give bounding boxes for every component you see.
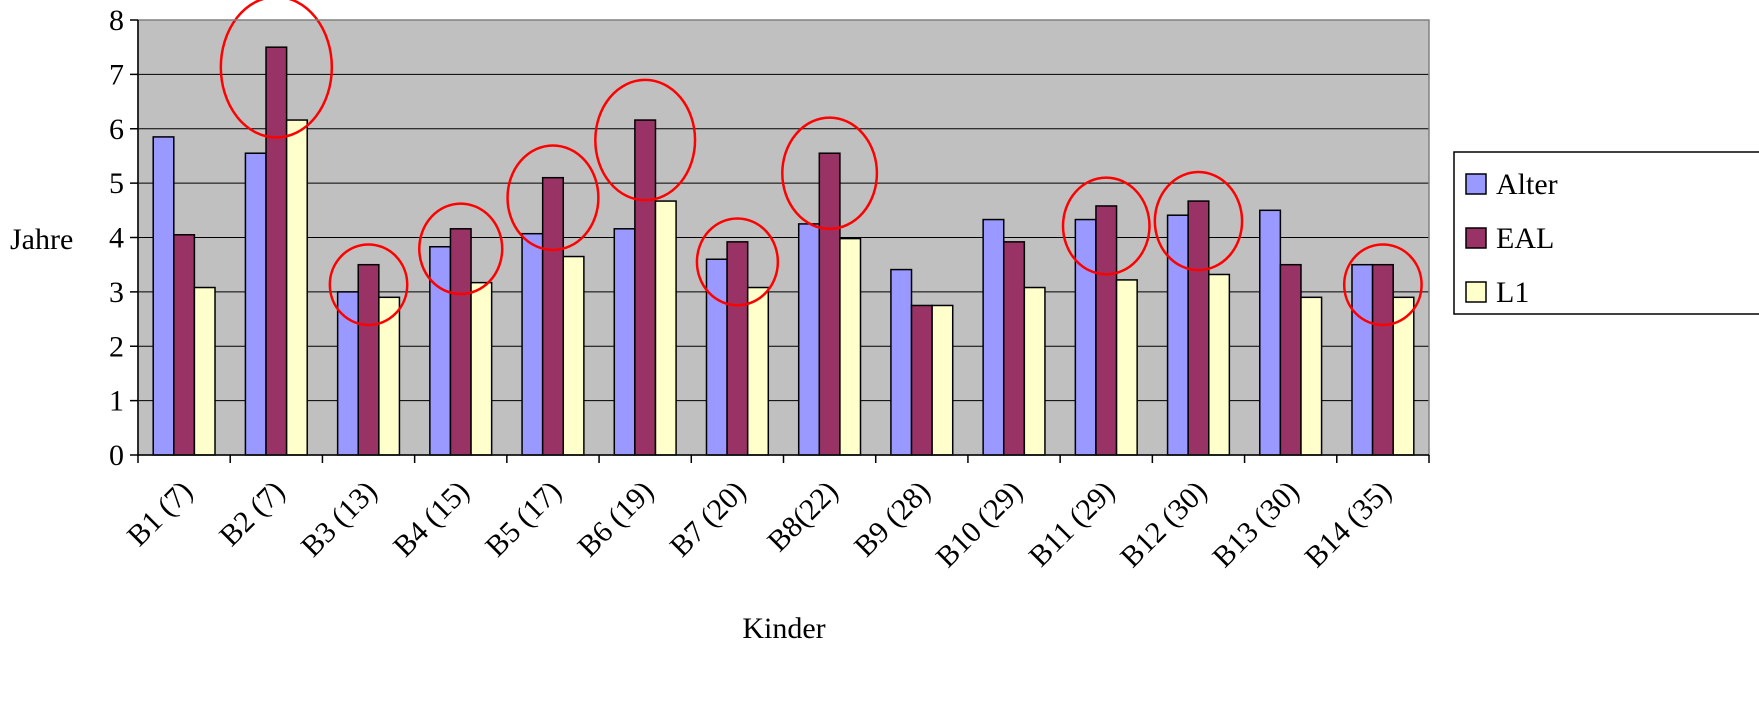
highlight-ellipse-11 (1061, 176, 1151, 276)
bar-eal-12 (1187, 200, 1210, 456)
bar-alter-2 (244, 152, 267, 456)
y-tick-label: 1 (109, 385, 124, 418)
x-tick-label: B3 (13) (295, 475, 384, 564)
bar-l1-1 (193, 286, 216, 456)
bar-eal-13 (1279, 263, 1302, 456)
bar-l1-12 (1208, 273, 1231, 456)
y-tick-label: 0 (109, 439, 124, 472)
y-tick-label: 5 (109, 167, 124, 200)
x-tick-label: B14 (35) (1298, 475, 1397, 574)
x-tick-label: B13 (30) (1206, 475, 1305, 574)
bar-l1-14 (1392, 296, 1415, 456)
y-tick-label: 6 (109, 113, 124, 146)
bar-eal-10 (1002, 241, 1026, 456)
bar-alter-11 (1074, 218, 1097, 456)
bar-eal-11 (1095, 205, 1118, 456)
highlight-ellipse-5 (506, 144, 600, 252)
x-tick-label: B11 (29) (1023, 475, 1122, 574)
x-tick-label: B4 (15) (387, 475, 476, 564)
y-axis-title: Jahre (10, 223, 73, 256)
bar-eal-9 (910, 304, 933, 456)
bar-alter-13 (1259, 209, 1282, 456)
bar-l1-3 (378, 296, 401, 456)
bar-alter-5 (521, 232, 544, 456)
y-tick-label: 8 (109, 4, 124, 37)
x-axis-title: Kinder (742, 612, 825, 645)
highlight-ellipses (219, 0, 1423, 327)
legend-label-l1: L1 (1496, 276, 1529, 309)
axes (130, 19, 1430, 463)
bar-eal-4 (449, 228, 472, 456)
bar-eal-1 (173, 234, 196, 456)
bar-alter-8 (797, 223, 821, 456)
bar-alter-14 (1351, 263, 1374, 456)
bar-l1-4 (470, 281, 493, 456)
bar-alter-3 (336, 291, 359, 456)
bar-alter-4 (429, 245, 452, 456)
bar-l1-5 (562, 255, 585, 456)
x-tick-labels: B1 (7) B2 (7) B3 (13) B4 (15) B5 (17) B6 (19)… (121, 475, 1398, 574)
legend-swatch-eal (1465, 227, 1487, 249)
legend-box (1453, 151, 1759, 315)
bar-eal-8 (818, 152, 841, 456)
x-tick-label: B9 (28) (848, 475, 937, 564)
highlight-ellipse-12 (1153, 170, 1244, 272)
bar-l1-8 (839, 237, 862, 456)
bar-alter-1 (152, 136, 175, 456)
x-tick-label: B7 (20) (664, 475, 753, 564)
bar-alter-9 (890, 268, 913, 456)
highlight-ellipse-14 (1342, 243, 1423, 327)
x-tick-label: B12 (30) (1114, 475, 1213, 574)
y-tick-label: 2 (109, 330, 124, 363)
highlight-ellipse-3 (328, 243, 409, 327)
x-tick-label: B1 (7) (121, 475, 199, 553)
highlight-ellipse-6 (594, 78, 697, 202)
legend-label-alter: Alter (1496, 168, 1558, 201)
x-tick-label: B6 (19) (571, 475, 660, 564)
x-tick-label: B2 (7) (213, 475, 291, 553)
bar-l1-13 (1300, 296, 1323, 456)
bar-eal-7 (726, 241, 749, 456)
bar-eal-2 (265, 46, 288, 456)
bar-l1-7 (746, 286, 770, 456)
bar-l1-9 (931, 304, 954, 456)
bar-l1-11 (1115, 279, 1138, 456)
bar-l1-2 (285, 119, 308, 456)
highlight-ellipse-4 (418, 202, 504, 296)
bar-l1-10 (1023, 286, 1046, 456)
bar-alter-6 (613, 228, 636, 456)
x-tick-label: B10 (29) (930, 475, 1029, 574)
bar-l1-6 (654, 200, 677, 456)
y-tick-labels: 0 1 2 3 4 5 6 7 8 (109, 4, 124, 472)
y-tick-label: 7 (109, 58, 124, 91)
bar-alter-10 (982, 218, 1005, 456)
bar-eal-3 (357, 263, 380, 456)
legend-label-eal: EAL (1496, 222, 1554, 255)
highlight-ellipse-2 (219, 0, 334, 139)
legend-swatch-alter (1465, 173, 1487, 195)
legend: Alter EAL L1 (1453, 151, 1759, 315)
bar-eal-5 (541, 176, 565, 456)
highlight-ellipse-8 (781, 116, 879, 231)
y-tick-label: 3 (109, 276, 124, 309)
highlight-ellipse-7 (695, 217, 780, 307)
bar-eal-14 (1371, 263, 1394, 456)
bar-eal-6 (634, 119, 657, 456)
legend-swatch-l1 (1465, 281, 1487, 303)
x-tick-label: B5 (17) (479, 475, 568, 564)
bar-alter-12 (1166, 214, 1189, 456)
bar-alter-7 (705, 258, 728, 456)
x-tick-label: B8(22) (761, 475, 844, 558)
y-tick-label: 4 (109, 222, 124, 255)
